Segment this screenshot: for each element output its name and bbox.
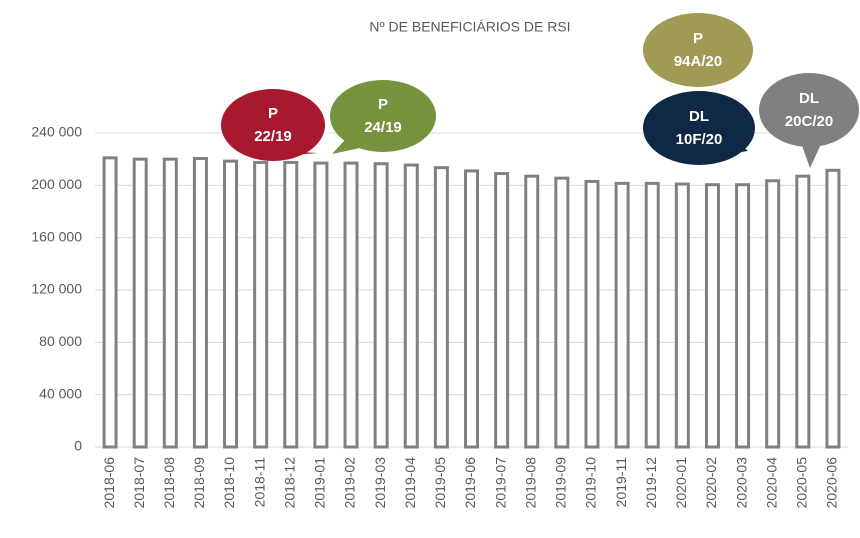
annotation-text: P — [378, 96, 388, 113]
x-tick-label: 2019-12 — [643, 457, 659, 509]
annotation-bubble: P 24/19 — [330, 80, 436, 154]
y-tick-label: 80 000 — [39, 333, 82, 349]
x-tick-label: 2020-04 — [763, 457, 779, 509]
x-tick-label: 2018-06 — [101, 457, 117, 509]
annotation-text: 94A/20 — [674, 53, 722, 70]
annotation-text: DL — [799, 90, 819, 107]
bar — [554, 176, 570, 449]
bar — [674, 182, 690, 449]
bubble-tail — [332, 140, 360, 154]
bar — [132, 157, 148, 449]
bar — [795, 174, 811, 449]
bar — [373, 162, 389, 449]
x-tick-label: 2020-06 — [824, 457, 840, 509]
bar — [433, 166, 449, 449]
y-tick-label: 40 000 — [39, 385, 82, 401]
x-tick-label: 2019-04 — [402, 457, 418, 509]
x-tick-label: 2018-07 — [131, 457, 147, 509]
x-tick-label: 2018-12 — [281, 457, 297, 509]
annotation-text: 10F/20 — [676, 131, 723, 148]
x-tick-label: 2019-06 — [462, 457, 478, 509]
x-tick-label: 2019-08 — [522, 457, 538, 509]
y-tick-label: 200 000 — [31, 176, 82, 192]
annotation-text: 24/19 — [364, 119, 402, 136]
annotation-text: DL — [689, 108, 709, 125]
y-tick-label: 0 — [74, 438, 82, 454]
x-tick-label: 2020-01 — [673, 457, 689, 509]
annotation-bubble: P 22/19 — [221, 89, 325, 161]
x-tick-label: 2019-05 — [432, 457, 448, 509]
x-tick-label: 2020-03 — [733, 457, 749, 509]
y-tick-label: 160 000 — [31, 228, 82, 244]
x-tick-label: 2019-09 — [553, 457, 569, 509]
annotation-bubble: DL 10F/20 — [643, 91, 755, 165]
x-tick-label: 2019-01 — [312, 457, 328, 509]
bubble — [643, 13, 753, 87]
bar — [765, 179, 781, 449]
bar — [735, 183, 751, 449]
bubble — [221, 89, 325, 161]
annotation-text: P — [693, 30, 703, 47]
bar — [644, 181, 660, 449]
bar — [464, 169, 479, 449]
annotation-bubble: DL 20C/20 — [759, 73, 859, 168]
bar — [614, 181, 630, 449]
bar — [343, 161, 359, 449]
bubble — [330, 80, 436, 152]
chart-title: Nº DE BENEFICIÁRIOS DE RSI — [369, 19, 570, 35]
x-tick-label: 2019-07 — [492, 457, 508, 509]
bar — [253, 160, 269, 449]
bar — [825, 168, 841, 449]
annotation-text: P — [268, 105, 278, 122]
bubble-tail — [800, 140, 822, 168]
bar — [313, 161, 329, 449]
x-tick-label: 2019-02 — [342, 457, 358, 509]
bubble — [759, 73, 859, 147]
x-tick-label: 2018-10 — [221, 457, 237, 509]
annotation-text: 22/19 — [254, 128, 292, 145]
x-tick-label: 2019-10 — [583, 457, 599, 509]
y-tick-label: 240 000 — [31, 124, 82, 140]
x-tick-label: 2020-02 — [703, 457, 719, 509]
bar — [283, 160, 299, 449]
x-tick-label: 2020-05 — [794, 457, 810, 509]
bar — [704, 183, 720, 449]
x-tick-label: 2018-08 — [161, 457, 177, 509]
bar — [223, 159, 239, 449]
bar — [192, 157, 208, 449]
y-tick-label: 120 000 — [31, 281, 82, 297]
annotation-text: 20C/20 — [785, 113, 833, 130]
bubble — [643, 91, 755, 165]
x-tick-label: 2018-11 — [251, 457, 267, 508]
bar — [494, 172, 510, 449]
x-tick-label: 2019-11 — [613, 457, 629, 508]
bar — [162, 157, 178, 449]
bar — [524, 174, 540, 449]
annotation-bubble: P 94A/20 — [643, 13, 753, 87]
bar — [102, 156, 118, 449]
bar — [584, 179, 600, 449]
x-tick-label: 2018-09 — [191, 457, 207, 509]
bar — [403, 163, 419, 449]
x-tick-label: 2019-03 — [372, 457, 388, 509]
